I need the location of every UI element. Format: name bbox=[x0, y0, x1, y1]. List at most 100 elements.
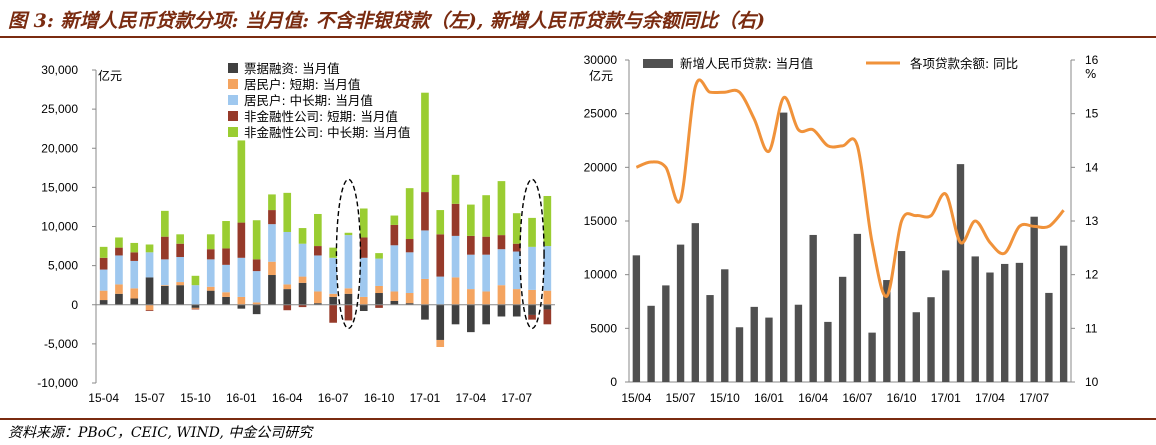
loan-bar bbox=[971, 256, 979, 382]
bar-segment-corp_short bbox=[543, 309, 552, 325]
x-tick-label: 16/10 bbox=[887, 391, 917, 405]
bar-segment-household_long bbox=[237, 257, 246, 297]
bar-segment-household_long bbox=[436, 276, 445, 305]
bar-segment-corp_long bbox=[512, 213, 521, 244]
left-axis-unit: 亿元 bbox=[589, 68, 613, 83]
bar-segment-bill bbox=[375, 293, 383, 305]
bar-segment-corp_long bbox=[497, 181, 506, 236]
x-tick-label: 16-01 bbox=[226, 391, 257, 405]
bar-segment-corp_long bbox=[206, 234, 215, 250]
bar-segment-household_long bbox=[314, 255, 322, 292]
bar-segment-corp_short bbox=[390, 224, 399, 246]
right-chart: 0 5000 10000 15000 20000 25000 30000 10 11 12 13 14… bbox=[584, 53, 1099, 405]
left-y-tick-label: 5000 bbox=[590, 321, 617, 335]
source-note: 资料来源：PBoC，CEIC, WIND, 中金公司研究 bbox=[8, 425, 313, 441]
bar-segment-household_long bbox=[344, 235, 353, 289]
bar-segment-household_short bbox=[252, 302, 261, 305]
bar-segment-household_short bbox=[436, 339, 445, 348]
loan-bar bbox=[942, 270, 950, 382]
legend-label-corp_long: 非金融性公司: 中长期: 当月值 bbox=[244, 125, 410, 140]
loan-bar bbox=[1030, 216, 1038, 382]
legend-label-corp_short: 非金融性公司: 短期: 当月值 bbox=[244, 109, 398, 124]
y-tick-label: 30,000 bbox=[41, 63, 78, 77]
loan-bar bbox=[794, 304, 803, 382]
loan-bar bbox=[676, 244, 685, 382]
bar-segment-household_long bbox=[359, 257, 368, 297]
loan-bar bbox=[632, 255, 641, 382]
bar-segment-corp_short bbox=[283, 304, 292, 311]
bar-segment-household_short bbox=[543, 290, 552, 305]
loan-bar bbox=[809, 234, 817, 382]
bar-segment-corp_long bbox=[405, 188, 414, 240]
bar-segment-household_long bbox=[390, 245, 399, 292]
bar-segment-bill bbox=[329, 296, 337, 305]
x-tick-label: 15/04 bbox=[621, 391, 651, 405]
x-tick-label: 16-07 bbox=[318, 391, 349, 405]
bar-segment-corp_short bbox=[176, 243, 184, 258]
bar-segment-household_short bbox=[329, 293, 337, 297]
bar-segment-corp_long bbox=[145, 244, 154, 253]
bar-segment-bill bbox=[390, 300, 399, 305]
y-tick-label: -5,000 bbox=[44, 337, 78, 351]
loan-bar bbox=[912, 312, 920, 382]
bar-segment-bill bbox=[283, 289, 292, 305]
loan-bar bbox=[1059, 245, 1068, 382]
bar-segment-household_long bbox=[467, 254, 475, 290]
bar-segment-bill bbox=[191, 304, 200, 308]
bar-segment-household_long bbox=[543, 246, 552, 291]
loan-bar bbox=[897, 251, 906, 382]
bar-segment-bill bbox=[161, 285, 169, 305]
left-y-tick-label: 25000 bbox=[584, 107, 618, 121]
bar-segment-corp_short bbox=[145, 310, 154, 312]
loan-bar bbox=[647, 305, 655, 382]
bar-segment-corp_long bbox=[467, 204, 475, 236]
loan-bar bbox=[780, 112, 788, 383]
bar-segment-household_short bbox=[145, 304, 154, 311]
bar-segment-corp_long bbox=[191, 275, 200, 286]
bar-segment-household_short bbox=[130, 288, 139, 299]
bar-segment-corp_short bbox=[252, 259, 261, 272]
right-y-tick-label: 12 bbox=[1085, 268, 1099, 282]
right-y-tick-label: 10 bbox=[1085, 375, 1099, 389]
x-tick-label: 16/04 bbox=[798, 391, 828, 405]
bar-segment-household_short bbox=[512, 289, 521, 305]
bar-segment-household_long bbox=[191, 285, 200, 305]
bar-segment-household_short bbox=[191, 307, 200, 309]
bar-segment-household_short bbox=[176, 282, 184, 286]
bar-segment-corp_long bbox=[176, 234, 184, 244]
bar-segment-corp_long bbox=[421, 92, 429, 193]
loan-bar bbox=[838, 276, 847, 382]
bar-segment-household_long bbox=[99, 269, 108, 291]
left-y-tick-label: 30000 bbox=[584, 53, 618, 67]
x-tick-label: 17/04 bbox=[975, 391, 1005, 405]
bar-segment-bill bbox=[252, 304, 261, 315]
left-y-tick-label: 10000 bbox=[584, 268, 618, 282]
legend-swatch-corp_short bbox=[228, 111, 238, 121]
legend-swatch-household_short bbox=[228, 79, 238, 89]
bar-segment-household_short bbox=[405, 293, 414, 304]
bar-segment-corp_short bbox=[451, 203, 460, 236]
bar-segment-corp_short bbox=[314, 246, 322, 256]
bar-segment-bill bbox=[115, 293, 123, 305]
bar-segment-corp_long bbox=[482, 195, 490, 237]
legend-label-yoy: 各项贷款余额: 同比 bbox=[910, 56, 1018, 71]
highlight-ellipse bbox=[335, 178, 362, 330]
bar-segment-corp_long bbox=[543, 195, 552, 247]
bar-segment-corp_long bbox=[115, 237, 123, 248]
bar-segment-household_short bbox=[421, 278, 429, 305]
bar-segment-household_long bbox=[421, 230, 429, 279]
figure-title: 图 3: 新增人民币贷款分项: 当月值: 不含非银贷款（左), 新增人民币贷款与… bbox=[8, 10, 765, 32]
bar-segment-corp_long bbox=[528, 217, 536, 247]
bar-segment-corp_short bbox=[268, 210, 276, 225]
bar-segment-household_long bbox=[375, 258, 383, 286]
bar-segment-household_short bbox=[237, 296, 246, 305]
x-tick-label: 15-10 bbox=[180, 391, 211, 405]
bar-segment-household_short bbox=[99, 290, 108, 301]
x-tick-label: 16/07 bbox=[842, 391, 872, 405]
loan-bar bbox=[986, 272, 994, 382]
bar-segment-corp_short bbox=[497, 235, 506, 250]
bar-segment-bill bbox=[436, 304, 445, 340]
bar-segment-corp_long bbox=[359, 208, 368, 238]
bar-segment-corp_short bbox=[344, 304, 353, 321]
bar-segment-corp_short bbox=[99, 257, 108, 270]
